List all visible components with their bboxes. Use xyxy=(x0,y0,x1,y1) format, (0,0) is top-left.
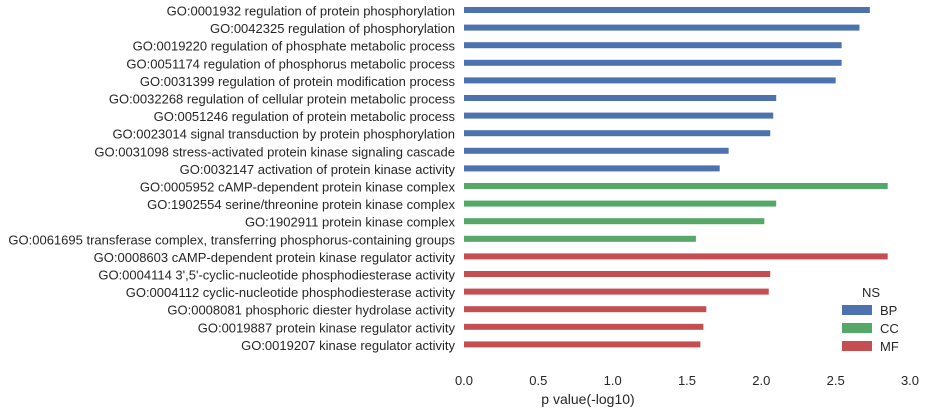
category-label: GO:0031098 stress-activated protein kina… xyxy=(94,144,455,159)
x-axis-ticks: 0.0 0.5 1.0 1.5 2.0 2.5 3.0 xyxy=(455,373,919,388)
x-tick-label: 1.5 xyxy=(678,373,696,388)
bar-mf-0 xyxy=(464,253,888,260)
category-label: GO:0032268 regulation of cellular protei… xyxy=(109,92,456,107)
bar-mf-5 xyxy=(464,341,701,348)
x-tick-label: 1.0 xyxy=(604,373,622,388)
legend-swatch-mf xyxy=(842,341,872,351)
bars-group xyxy=(464,7,888,348)
category-label: GO:0031399 regulation of protein modific… xyxy=(140,74,456,89)
category-label: GO:0001932 regulation of protein phospho… xyxy=(167,4,455,19)
category-label: GO:0042325 regulation of phosphorylation xyxy=(210,21,455,36)
bar-cc-0 xyxy=(464,183,888,189)
bar-mf-1 xyxy=(464,271,771,277)
bar-bp-9 xyxy=(464,165,720,172)
category-label: GO:0019207 kinase regulator activity xyxy=(241,338,455,353)
category-label: GO:0051246 regulation of protein metabol… xyxy=(154,109,456,124)
category-label: GO:1902554 serine/threonine protein kina… xyxy=(147,197,455,212)
legend-label-bp: BP xyxy=(880,303,897,318)
legend-title: NS xyxy=(862,285,880,300)
bar-mf-3 xyxy=(464,306,707,313)
legend-swatch-cc xyxy=(842,323,872,333)
category-label: GO:0032147 activation of protein kinase … xyxy=(180,162,456,177)
category-label: GO:0061695 transferase complex, transfer… xyxy=(8,232,455,247)
category-label: GO:0008603 cAMP-dependent protein kinase… xyxy=(94,250,456,265)
category-label: GO:0051174 regulation of phosphorus meta… xyxy=(126,56,455,71)
x-tick-label: 2.5 xyxy=(827,373,845,388)
legend-label-mf: MF xyxy=(880,339,899,354)
bar-bp-6 xyxy=(464,112,774,119)
category-label: GO:0023014 signal transduction by protei… xyxy=(112,127,455,142)
category-label: GO:0019887 protein kinase regulator acti… xyxy=(198,320,456,335)
category-label: GO:1902911 protein kinase complex xyxy=(245,215,456,230)
category-label: GO:0019220 regulation of phosphate metab… xyxy=(133,39,456,54)
bar-bp-2 xyxy=(464,42,842,49)
bar-mf-4 xyxy=(464,323,704,330)
bar-bp-3 xyxy=(464,59,842,66)
bar-bp-0 xyxy=(464,7,870,13)
legend: NS BP CC MF xyxy=(842,285,899,354)
x-tick-label: 0.5 xyxy=(529,373,547,388)
category-label: GO:0004114 3',5'-cyclic-nucleotide phosp… xyxy=(98,268,455,283)
bar-cc-2 xyxy=(464,218,765,225)
bar-bp-1 xyxy=(464,24,860,31)
category-label: GO:0008081 phosphoric diester hydrolase … xyxy=(167,303,455,318)
category-label: GO:0005952 cAMP-dependent protein kinase… xyxy=(140,180,456,195)
bar-bp-5 xyxy=(464,95,777,101)
bar-mf-2 xyxy=(464,288,769,295)
x-tick-label: 3.0 xyxy=(901,373,919,388)
legend-swatch-bp xyxy=(842,305,872,315)
category-label: GO:0004112 cyclic-nucleotide phosphodies… xyxy=(126,285,456,300)
legend-label-cc: CC xyxy=(880,321,899,336)
x-tick-label: 0.0 xyxy=(455,373,473,388)
category-labels: GO:0001932 regulation of protein phospho… xyxy=(8,4,455,353)
bar-cc-3 xyxy=(464,235,696,242)
bar-bp-7 xyxy=(464,130,771,137)
bar-cc-1 xyxy=(464,200,777,207)
bar-bp-8 xyxy=(464,147,729,154)
x-tick-label: 2.0 xyxy=(752,373,770,388)
x-axis-title: p value(-log10) xyxy=(541,391,634,407)
bar-bp-4 xyxy=(464,77,836,84)
